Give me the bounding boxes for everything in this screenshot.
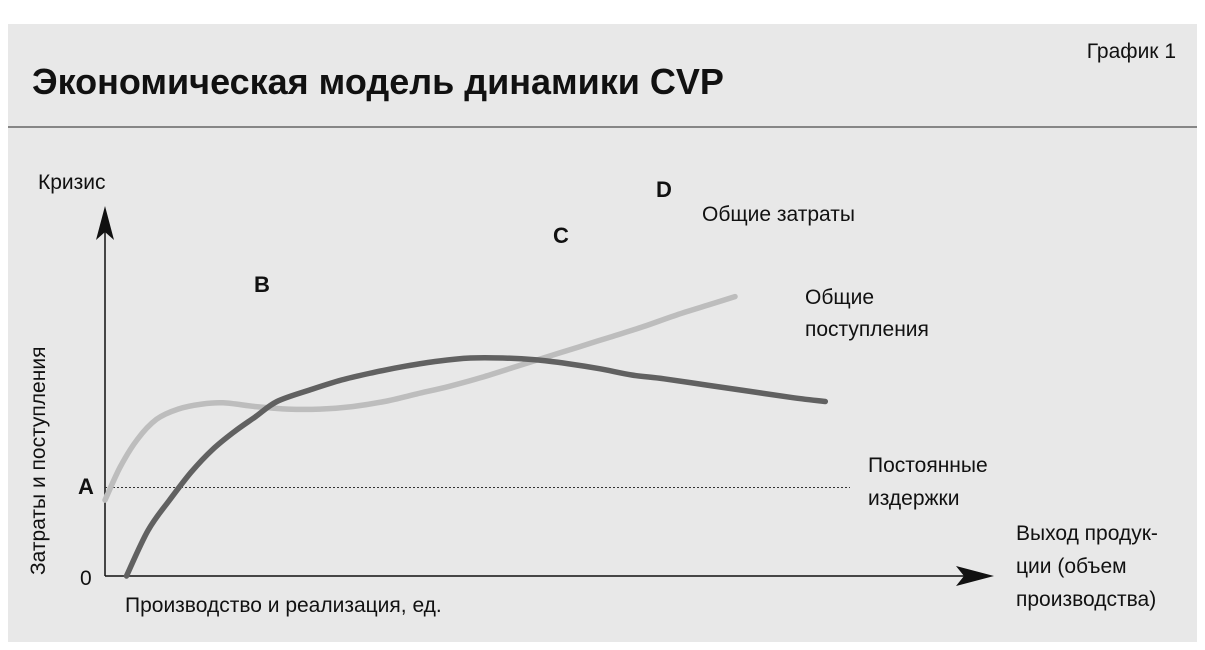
series-label-total-revenue-line-1: Общие	[805, 286, 874, 309]
origin-label: 0	[80, 567, 92, 590]
y-axis-arrow	[96, 206, 114, 240]
series-line-total-costs	[102, 293, 738, 503]
series-label-total-costs: Общие затраты	[702, 203, 855, 226]
y-axis-label: Затраты и поступления	[27, 347, 50, 575]
point-label-c: C	[553, 223, 569, 248]
figure-label: График 1	[1087, 40, 1176, 63]
chart-title: Экономическая модель динамики CVP	[32, 61, 724, 102]
x-end-label-line-1: Выход продук-	[1016, 522, 1158, 545]
series-label-total-revenue-line-2: поступления	[805, 318, 929, 341]
x-axis-arrow	[956, 566, 994, 586]
point-label-a: A	[78, 474, 94, 499]
point-label-b: B	[254, 272, 270, 297]
series-line-total-revenue	[123, 354, 829, 579]
y-top-label: Кризис	[38, 171, 106, 194]
fixed-cost-label-line-2: издержки	[868, 487, 959, 510]
x-end-label-line-3: производства)	[1016, 588, 1156, 611]
point-label-d: D	[656, 177, 672, 202]
x-end-label-line-2: ции (объем	[1016, 555, 1127, 578]
x-axis-label: Производство и реализация, ед.	[125, 594, 442, 617]
fixed-cost-label-line-1: Постоянные	[868, 454, 988, 477]
